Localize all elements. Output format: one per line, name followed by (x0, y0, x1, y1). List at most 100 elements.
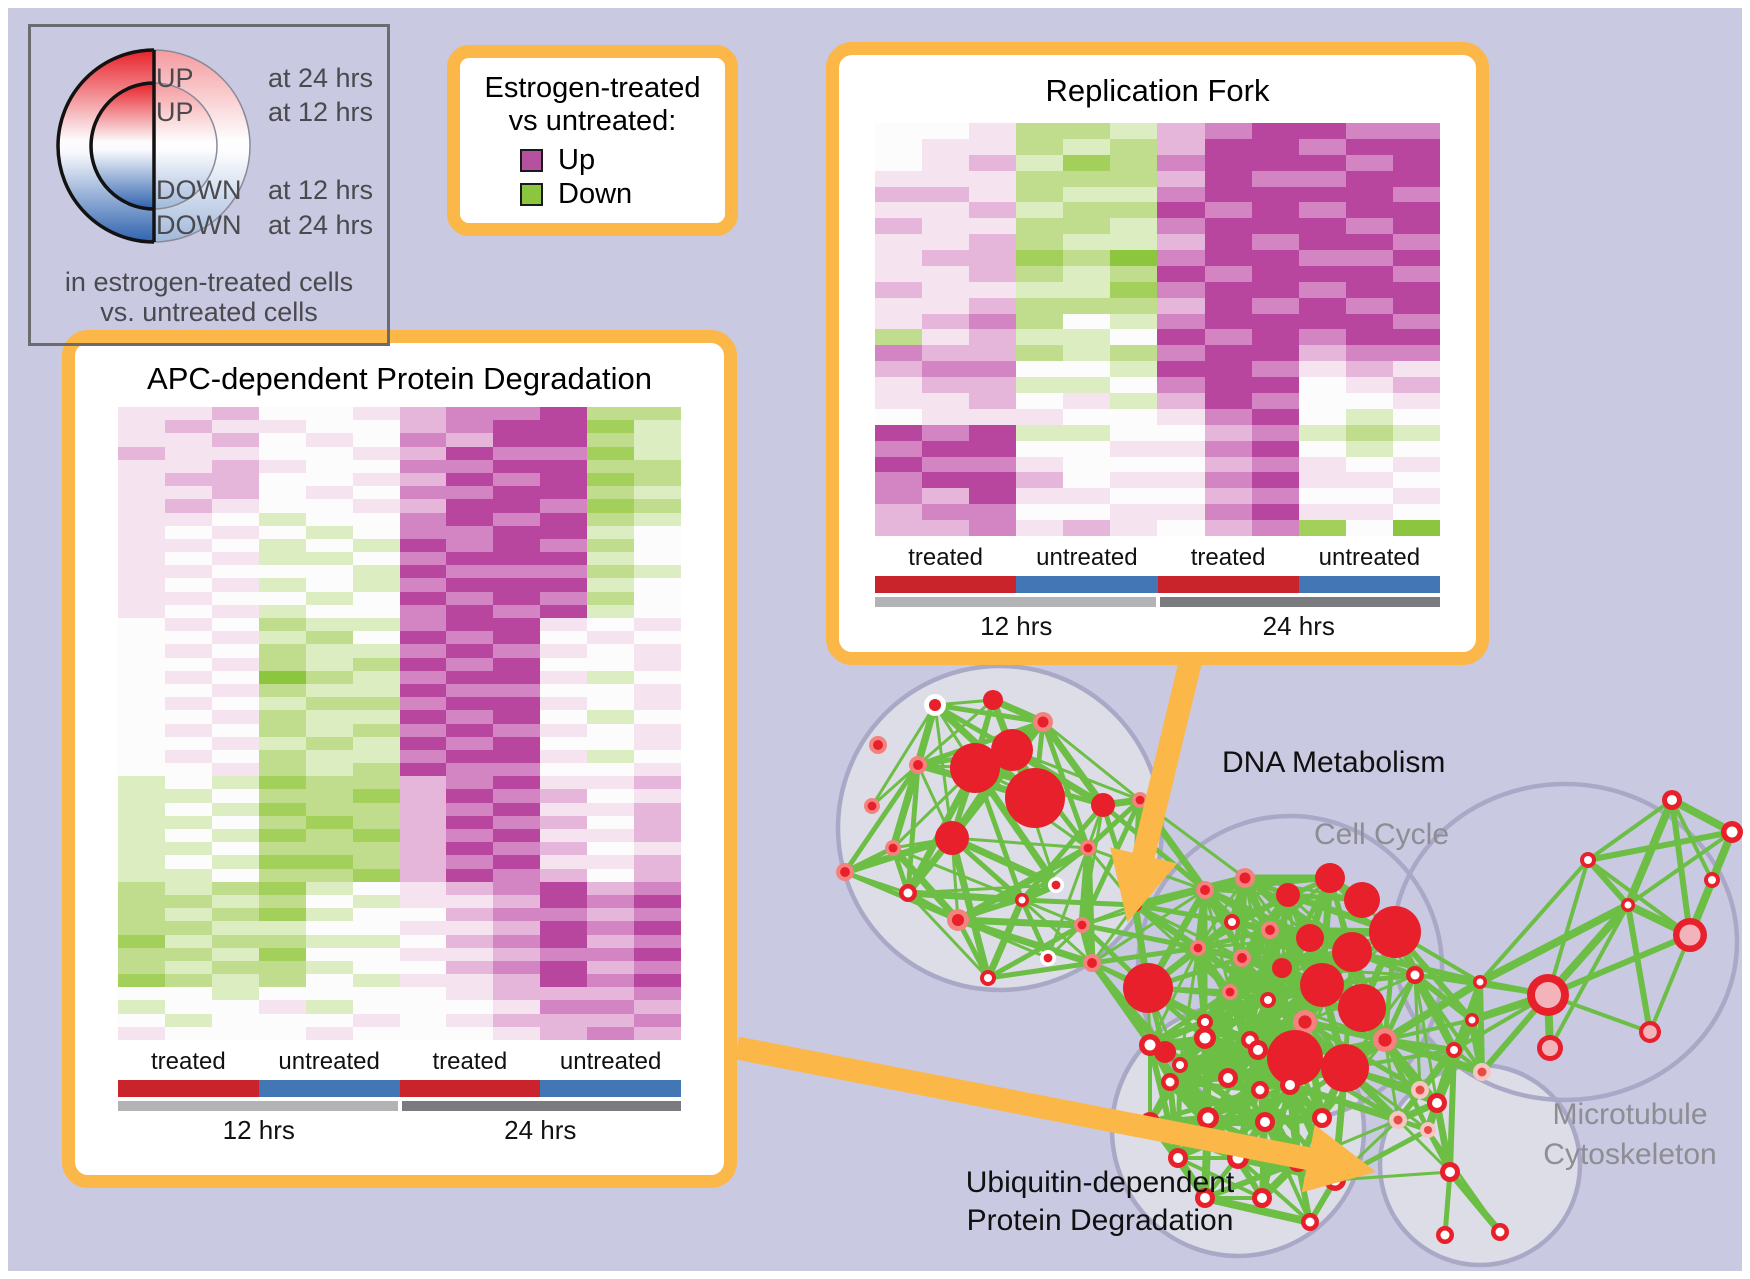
heatmap-cell (493, 631, 541, 645)
heatmap-cell (587, 710, 635, 724)
down-24-label: DOWN (156, 210, 242, 240)
heatmap-cell (164, 420, 212, 434)
heatmap-cell (1204, 488, 1252, 505)
network-node (1329, 1174, 1341, 1186)
heatmap-cell (164, 855, 212, 869)
heatmap-cell (164, 736, 212, 750)
heatmap-cell (1110, 202, 1158, 219)
heatmap-cell (1016, 504, 1064, 521)
heatmap-cell (587, 736, 635, 750)
heatmap-cell (118, 697, 165, 711)
heatmap-cell (1392, 520, 1440, 536)
heatmap-cell (922, 297, 970, 314)
heatmap-cell (1110, 186, 1158, 203)
heatmap-cell (118, 512, 165, 526)
network-edge (889, 763, 922, 850)
heatmap-cell (305, 433, 353, 447)
heatmap-cell (258, 525, 306, 539)
network-node (984, 974, 992, 982)
heatmap-cell (399, 947, 447, 961)
heatmap-cell (587, 552, 635, 566)
network-node (1378, 1033, 1392, 1047)
heatmap-cell (305, 538, 353, 553)
heatmap-cell (1392, 138, 1440, 155)
heatmap-cell (634, 407, 681, 421)
heatmap-cell (352, 420, 400, 434)
heatmap-cell (211, 657, 259, 671)
network-node (1541, 1039, 1559, 1057)
heatmap-cell (446, 908, 494, 922)
heatmap-cell (352, 578, 400, 592)
heatmap-cell (446, 697, 494, 711)
network-node (1296, 924, 1324, 952)
heatmap-cell (118, 749, 165, 764)
heatmap-cell (540, 934, 588, 948)
heatmap-cell (446, 407, 494, 421)
heatmap-cell (587, 1026, 635, 1040)
heatmap-cell (1251, 424, 1299, 441)
heatmap-cell (493, 591, 541, 605)
heatmap-cell (1298, 123, 1346, 139)
heatmap-cell (258, 499, 306, 513)
time-bar (875, 597, 1156, 607)
heatmap-cell (634, 908, 681, 922)
heatmap-cell (540, 459, 588, 473)
heatmap-cell (1016, 520, 1064, 536)
heatmap-cell (634, 578, 681, 592)
heatmap-cell (164, 565, 212, 579)
heatmap-cell (118, 723, 165, 737)
heatmap-cell (211, 1000, 259, 1014)
heatmap-cell (352, 789, 400, 803)
heatmap-cell (258, 565, 306, 579)
heatmap-cell (164, 881, 212, 895)
heatmap-cell (305, 802, 353, 816)
network-edge (1546, 859, 1590, 996)
heatmap-cell (922, 393, 970, 409)
heatmap-cell (118, 459, 165, 473)
heatmap-cell (493, 1026, 541, 1040)
network-edge (1020, 803, 1105, 902)
heatmap-cell (1063, 202, 1111, 219)
heatmap-cell (446, 815, 494, 829)
heatmap-cell (446, 472, 494, 487)
network-edge (1091, 888, 1206, 965)
heatmap-cell (493, 710, 541, 724)
heatmap-cell (118, 420, 165, 434)
heatmap-cell (875, 472, 923, 489)
heatmap-cell (352, 908, 400, 922)
heatmap-cell (493, 499, 541, 513)
heatmap-cell (634, 868, 681, 882)
heatmap-cell (446, 763, 494, 777)
heatmap-cell (164, 894, 212, 909)
heatmap-cell (211, 697, 259, 711)
heatmap-cell (211, 736, 259, 750)
heatmap-cell (211, 908, 259, 922)
heatmap-cell (118, 921, 165, 935)
network-node (935, 821, 969, 855)
heatmap-cell (969, 329, 1017, 346)
condition-bar (1298, 576, 1440, 593)
heatmap-cell (1016, 265, 1064, 282)
heatmap-cell (211, 472, 259, 487)
heatmap-cell (1392, 472, 1440, 489)
condition-label: treated (432, 1048, 508, 1075)
network-edge (1021, 898, 1083, 927)
heatmap-cell (258, 908, 306, 922)
heatmap-cell (399, 683, 447, 698)
heatmap-cell (1204, 138, 1252, 155)
heatmap-cell (399, 591, 447, 605)
heatmap-cell (493, 736, 541, 750)
network-node (1083, 843, 1093, 853)
heatmap-cell (258, 618, 306, 632)
heatmap-cell (446, 618, 494, 632)
heatmap-cell (305, 565, 353, 579)
heatmap-cell (1392, 202, 1440, 219)
heatmap-cell (1392, 488, 1440, 505)
heatmap-cell (446, 644, 494, 658)
heatmap-cell (118, 947, 165, 961)
heatmap-cell (446, 802, 494, 816)
heatmap-cell (922, 250, 970, 266)
heatmap-cell (164, 512, 212, 526)
heatmap-cell (1392, 424, 1440, 441)
heatmap-cell (1251, 456, 1299, 473)
